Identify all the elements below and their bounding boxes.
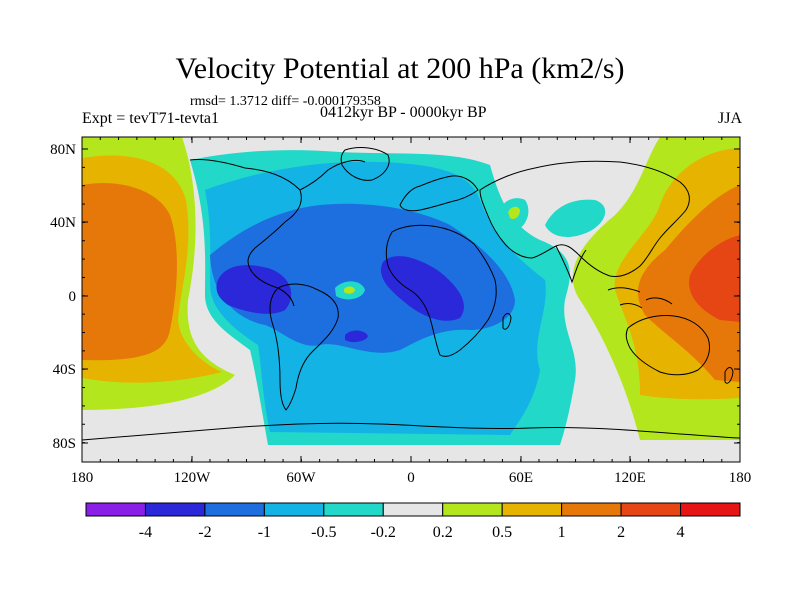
coast-north-america (189, 159, 366, 307)
lat-tick-label: 80S (53, 436, 76, 452)
lon-tick-label: 120W (174, 470, 212, 486)
coast-indonesia (607, 287, 673, 309)
colorbar-label: 2 (617, 524, 625, 541)
season-label: JJA (717, 110, 742, 127)
colorbar: -4 -2 -1 -0.5 -0.2 0.2 0.5 1 2 4 (85, 502, 741, 541)
field-pos-strong-west (82, 183, 177, 361)
colorbar-label: 0.2 (433, 524, 453, 541)
field-pos-weak-atlantic-center (344, 286, 355, 294)
field-neg-max-americas (216, 265, 292, 314)
coast-europe (399, 175, 479, 212)
lon-tick-label: 0 (407, 470, 415, 486)
colorbar-swatch (501, 502, 563, 517)
coast-australia (625, 315, 711, 376)
coast-greenland (340, 147, 390, 181)
plot-title: Velocity Potential at 200 hPa (km2/s) (175, 52, 625, 85)
field-neg-max-atlantic (345, 330, 368, 343)
latitude-axis: 80N 40N 0 40S 80S (50, 142, 740, 452)
colorbar-label: -4 (139, 524, 152, 541)
colorbar-swatch (85, 502, 146, 517)
lat-tick-label: 40S (53, 362, 76, 378)
field-pos-strong-east (637, 185, 740, 382)
coastlines (82, 147, 740, 441)
map-field (82, 137, 740, 462)
colorbar-swatch (382, 502, 444, 517)
lon-tick-label: 120E (614, 470, 646, 486)
colorbar-swatch (680, 502, 741, 517)
coast-new-zealand (724, 367, 734, 384)
colorbar-swatch (323, 502, 384, 517)
stats-line: rmsd= 1.3712 diff= -0.000179358 (190, 94, 381, 109)
experiment-label: Expt = tevT71-tevta1 (82, 110, 219, 127)
colorbar-swatch (620, 502, 682, 517)
longitude-axis: 180 120W 60W 0 60E 120E 180 (71, 137, 752, 486)
lon-tick-label: 60E (509, 470, 533, 486)
colorbar-swatch (442, 502, 503, 517)
colorbar-label: -2 (198, 524, 211, 541)
lat-tick-label: 0 (69, 289, 77, 305)
coast-south-america (269, 283, 339, 411)
colorbar-swatch (263, 502, 325, 517)
coast-asia (479, 160, 690, 277)
field-pos-weak-middle-east (508, 206, 520, 220)
lon-tick-label: 180 (71, 470, 94, 486)
field-neg-max-africa (380, 256, 464, 321)
colorbar-swatch (561, 502, 622, 517)
colorbar-label: -0.2 (371, 524, 396, 541)
colorbar-label: -1 (258, 524, 271, 541)
lat-tick-label: 40N (50, 215, 76, 231)
lat-tick-label: 80N (50, 142, 76, 158)
colorbar-swatch (144, 502, 206, 517)
period-label: 0412kyr BP - 0000kyr BP (320, 104, 487, 121)
coast-madagascar (502, 313, 512, 330)
field-neg-weak-asia (545, 199, 606, 237)
field-pos-max-east (689, 235, 740, 322)
lon-tick-label: 180 (729, 470, 752, 486)
coast-india (555, 245, 587, 284)
colorbar-label: 4 (677, 524, 685, 541)
coast-africa (385, 224, 497, 357)
colorbar-label: -0.5 (311, 524, 336, 541)
colorbar-label: 1 (558, 524, 566, 541)
colorbar-swatch (204, 502, 265, 517)
lon-tick-label: 60W (286, 470, 316, 486)
colorbar-label: 0.5 (492, 524, 512, 541)
coast-antarctica (82, 422, 740, 441)
